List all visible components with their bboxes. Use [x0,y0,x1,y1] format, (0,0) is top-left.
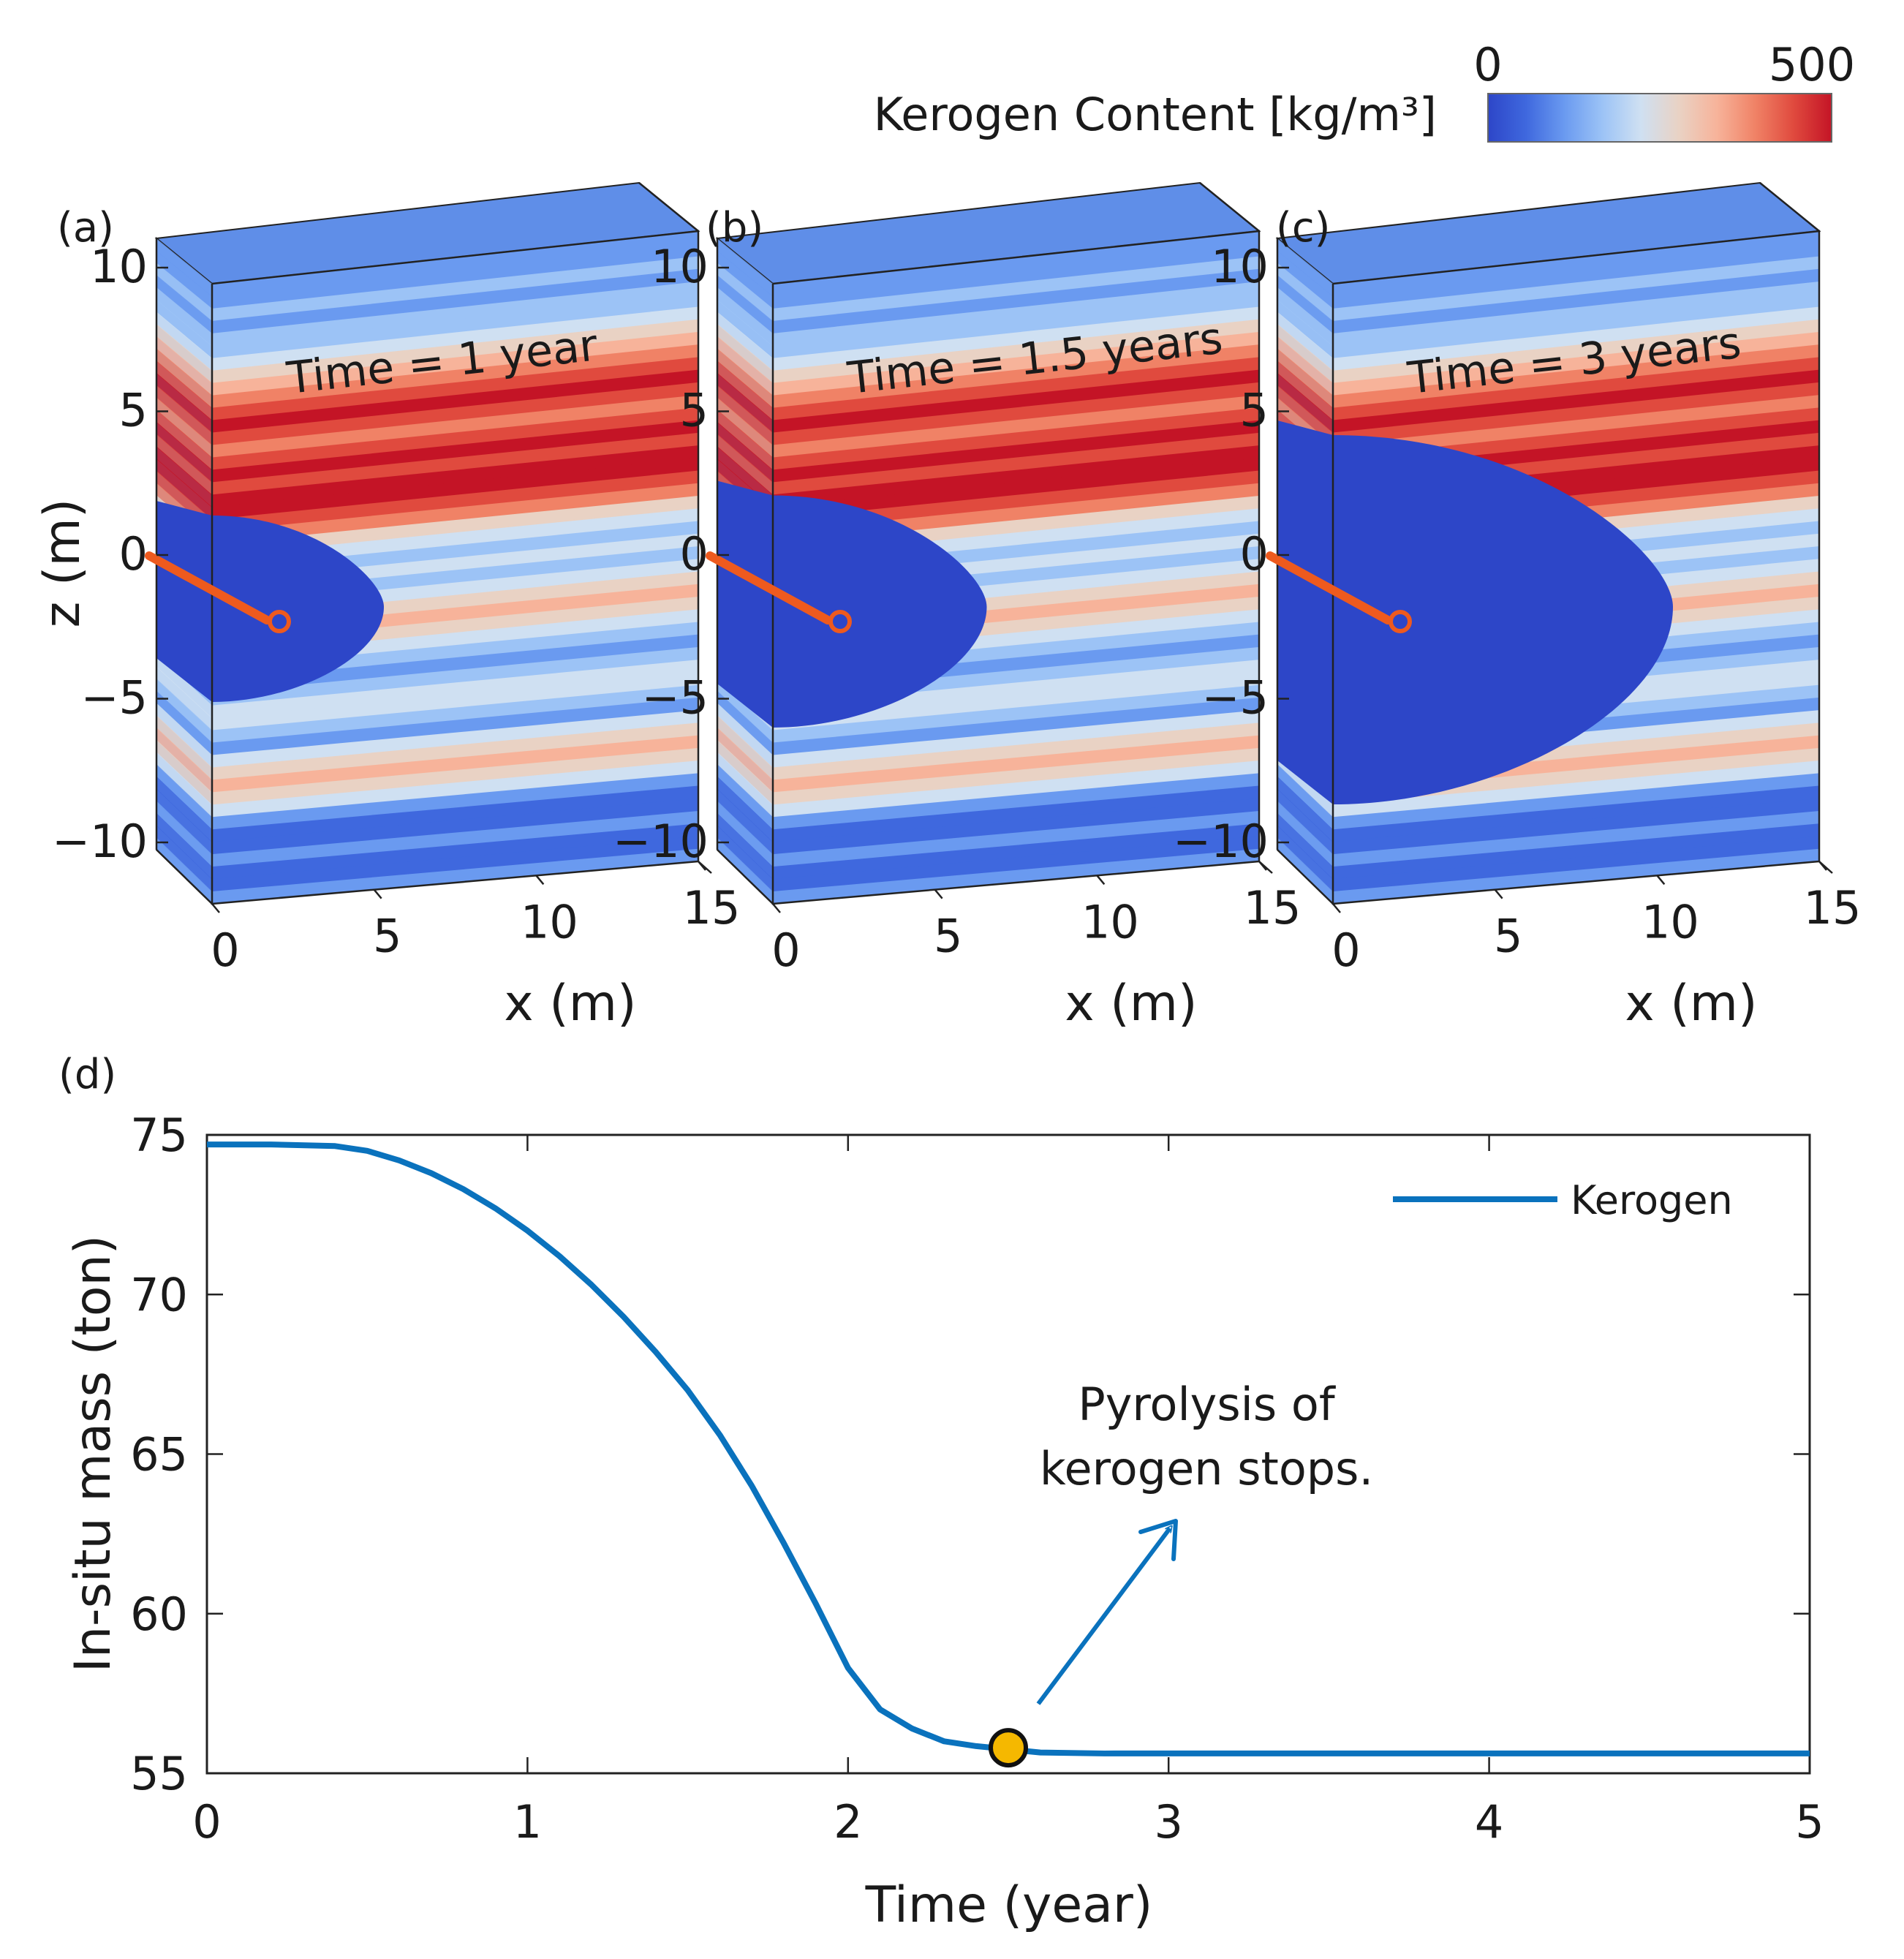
panel-front-face [773,231,1259,904]
well-trajectory [706,551,832,624]
y-tick-label: 65 [130,1428,188,1481]
z-tick-label: 0 [119,527,148,581]
z-tick-label: −5 [642,671,709,725]
pyrolysis-stop-marker [989,1728,1028,1768]
depleted-zone [1333,435,1673,804]
x-tick-label: 0 [1331,924,1360,977]
x-tick-label: 10 [521,895,578,948]
panel-front-face [212,231,698,904]
annotation-line-1: Pyrolysis of [1078,1378,1337,1431]
z-tick-label: 5 [1240,384,1269,437]
chart-x-axis-label: Time (year) [865,1876,1153,1934]
colorbar-max-label: 500 [1769,38,1855,91]
x-tick-label: 10 [1081,895,1139,948]
x-tick-label: 3 [1154,1795,1182,1849]
y-tick-label: 55 [130,1747,188,1800]
y-tick-label: 70 [130,1268,188,1321]
chart-y-axis-label: In-situ mass (ton) [64,1235,122,1672]
colorbar-ramp [1487,93,1832,143]
annotation-arrow-head [1138,1519,1178,1561]
annotation-arrow [1036,1528,1170,1705]
x-tick-label: 5 [1494,910,1522,963]
x-axis-label: x (m) [504,975,636,1033]
panel-label: (a) [57,204,114,252]
x-tick-label: 5 [934,910,962,963]
x-tick-label: 2 [834,1795,862,1849]
x-tick-label: 15 [683,881,741,935]
x-tick-label: 4 [1475,1795,1503,1849]
z-tick-label: −10 [52,815,148,868]
panel-label: (b) [706,204,763,252]
annotation-line-2: kerogen stops. [1040,1442,1373,1495]
y-tick-label: 75 [130,1109,188,1162]
colorbar-title: Kerogen Content [kg/m³] [874,88,1437,141]
z-tick-label: 5 [119,384,148,437]
depleted-zone [773,495,987,728]
well-trajectory [1266,551,1392,624]
z-tick-label: 10 [1211,240,1269,293]
legend-label: Kerogen [1571,1177,1733,1223]
well-trajectory [145,551,271,624]
z-tick-label: −10 [1173,815,1269,868]
x-tick-label: 5 [1795,1795,1824,1849]
colorbar-min-label: 0 [1473,38,1502,91]
chart-frame [205,1133,1811,1775]
well-heater-marker [268,610,291,633]
z-axis-label: z (m) [34,499,91,628]
colorbar: Kerogen Content [kg/m³] 0 500 [874,38,1855,143]
z-tick-label: 0 [1240,527,1269,581]
x-tick-label: 0 [192,1795,221,1849]
z-tick-label: 0 [680,527,709,581]
x-axis-label: x (m) [1065,975,1197,1033]
x-tick-label: 5 [373,910,401,963]
well-heater-marker [1389,610,1412,633]
z-tick-label: −5 [81,671,148,725]
z-tick-label: 5 [680,384,709,437]
series-line-kerogen [207,1141,1810,1756]
x-tick-label: 1 [513,1795,542,1849]
panel-label: (c) [1276,204,1330,252]
x-tick-label: 0 [211,924,239,977]
z-tick-label: 10 [90,240,148,293]
y-tick-label: 60 [130,1588,188,1641]
x-tick-label: 10 [1642,895,1699,948]
z-tick-label: −5 [1202,671,1269,725]
panel-front-face [1333,231,1819,904]
depleted-zone [212,516,384,702]
x-axis-label: x (m) [1625,975,1757,1033]
x-tick-label: 15 [1804,881,1862,935]
well-heater-marker [828,610,852,633]
z-tick-label: 10 [651,240,709,293]
x-tick-label: 15 [1244,881,1302,935]
panel-label-d: (d) [58,1051,116,1098]
z-tick-label: −10 [613,815,709,868]
x-tick-label: 0 [771,924,800,977]
